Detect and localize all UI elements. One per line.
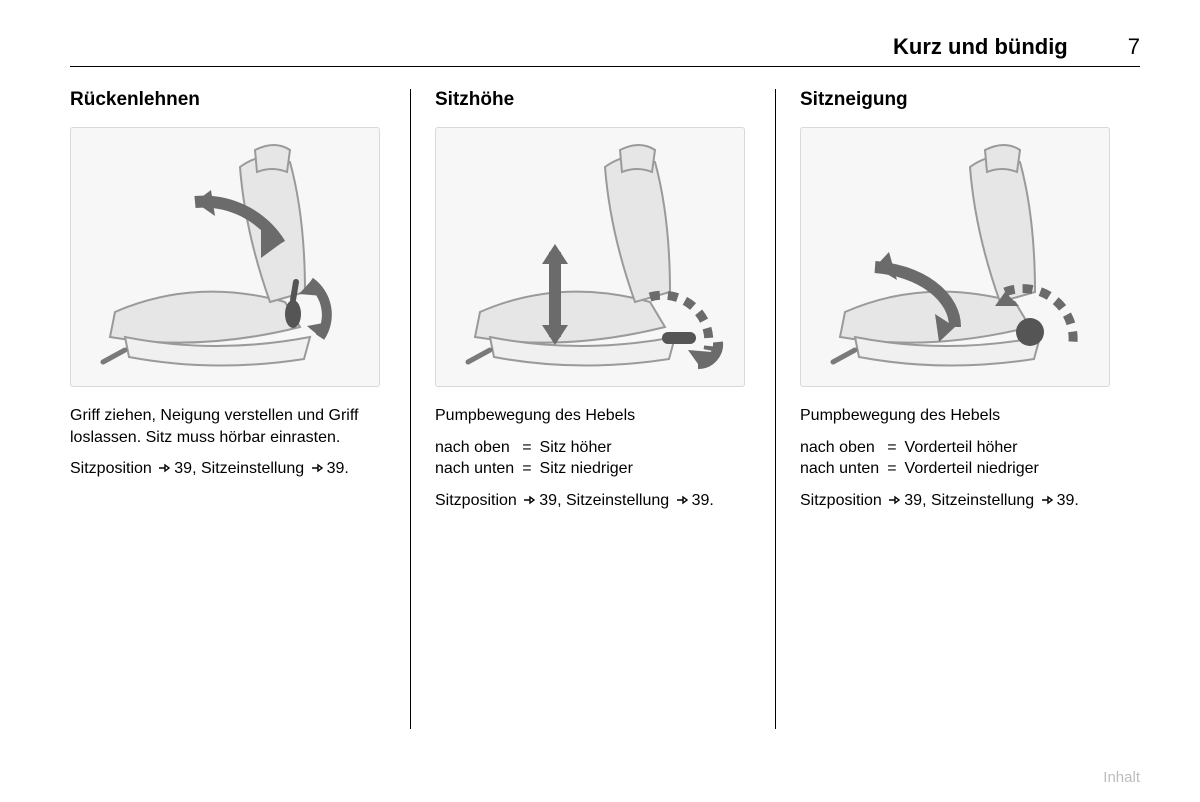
- ref-tail: .: [344, 460, 348, 477]
- crossref-arrow-icon: [156, 460, 174, 477]
- table-row: nach unten = Sitz niedriger: [435, 458, 633, 480]
- ref-mid: , Sitzeinstellung: [192, 460, 304, 477]
- tilt-crossref: Sitzposition 39, Sitzeinstellung 39.: [800, 490, 1116, 512]
- height-definition-table: nach oben = Sitz höher nach unten = Sitz…: [435, 437, 633, 480]
- seat-backrest-icon: [75, 132, 375, 382]
- def-dir: nach oben: [800, 437, 879, 459]
- page-number: 7: [1128, 34, 1140, 60]
- ref-page-b: 39: [327, 460, 345, 477]
- ref-mid: , Sitzeinstellung: [557, 492, 669, 509]
- column-tilt: Sitzneigung Pumpbewegung des Hebels: [776, 89, 1140, 729]
- crossref-arrow-icon: [674, 492, 692, 509]
- ref-text-a: Sitzposition: [70, 460, 152, 477]
- ref-page-b: 39: [1057, 492, 1075, 509]
- def-val: Sitz niedriger: [540, 458, 633, 480]
- page-header: Kurz und bündig 7: [70, 34, 1140, 67]
- ref-text-a: Sitzposition: [435, 492, 517, 509]
- seat-tilt-icon: [805, 132, 1105, 382]
- def-dir: nach unten: [800, 458, 879, 480]
- column-backrest: Rückenlehnen: [70, 89, 410, 729]
- crossref-arrow-icon: [1039, 492, 1057, 509]
- ref-mid: , Sitzeinstellung: [922, 492, 1034, 509]
- def-val: Vorderteil niedriger: [905, 458, 1039, 480]
- height-crossref: Sitzposition 39, Sitzeinstellung 39.: [435, 490, 751, 512]
- ref-page-a: 39: [904, 492, 922, 509]
- column-heading: Rückenlehnen: [70, 89, 386, 111]
- section-title: Kurz und bündig: [893, 34, 1068, 60]
- table-row: nach oben = Vorderteil höher: [800, 437, 1039, 459]
- tilt-definition-table: nach oben = Vorderteil höher nach unten …: [800, 437, 1039, 480]
- ref-page-b: 39: [692, 492, 710, 509]
- backrest-crossref: Sitzposition 39, Sitzeinstellung 39.: [70, 458, 386, 480]
- ref-tail: .: [1074, 492, 1078, 509]
- ref-page-a: 39: [539, 492, 557, 509]
- table-row: nach oben = Sitz höher: [435, 437, 633, 459]
- ref-page-a: 39: [174, 460, 192, 477]
- backrest-description: Griff ziehen, Neigung verstellen und Gri…: [70, 405, 386, 448]
- column-height: Sitzhöhe Pumpbewegung des He: [411, 89, 775, 729]
- def-val: Sitz höher: [540, 437, 633, 459]
- def-dir: nach oben: [435, 437, 514, 459]
- illustration-backrest: [70, 127, 380, 387]
- illustration-height: [435, 127, 745, 387]
- def-eq: =: [514, 437, 539, 459]
- def-eq: =: [879, 458, 904, 480]
- crossref-arrow-icon: [886, 492, 904, 509]
- column-heading: Sitzneigung: [800, 89, 1116, 111]
- content-columns: Rückenlehnen: [70, 89, 1140, 729]
- column-heading: Sitzhöhe: [435, 89, 751, 111]
- seat-height-icon: [440, 132, 740, 382]
- crossref-arrow-icon: [309, 460, 327, 477]
- ref-tail: .: [709, 492, 713, 509]
- ref-text-a: Sitzposition: [800, 492, 882, 509]
- illustration-tilt: [800, 127, 1110, 387]
- def-eq: =: [514, 458, 539, 480]
- crossref-arrow-icon: [521, 492, 539, 509]
- tilt-description: Pumpbewegung des Hebels: [800, 405, 1116, 427]
- def-val: Vorderteil höher: [905, 437, 1039, 459]
- footer-toc-link[interactable]: Inhalt: [1103, 769, 1140, 786]
- height-description: Pumpbewegung des Hebels: [435, 405, 751, 427]
- table-row: nach unten = Vorderteil niedriger: [800, 458, 1039, 480]
- def-dir: nach unten: [435, 458, 514, 480]
- def-eq: =: [879, 437, 904, 459]
